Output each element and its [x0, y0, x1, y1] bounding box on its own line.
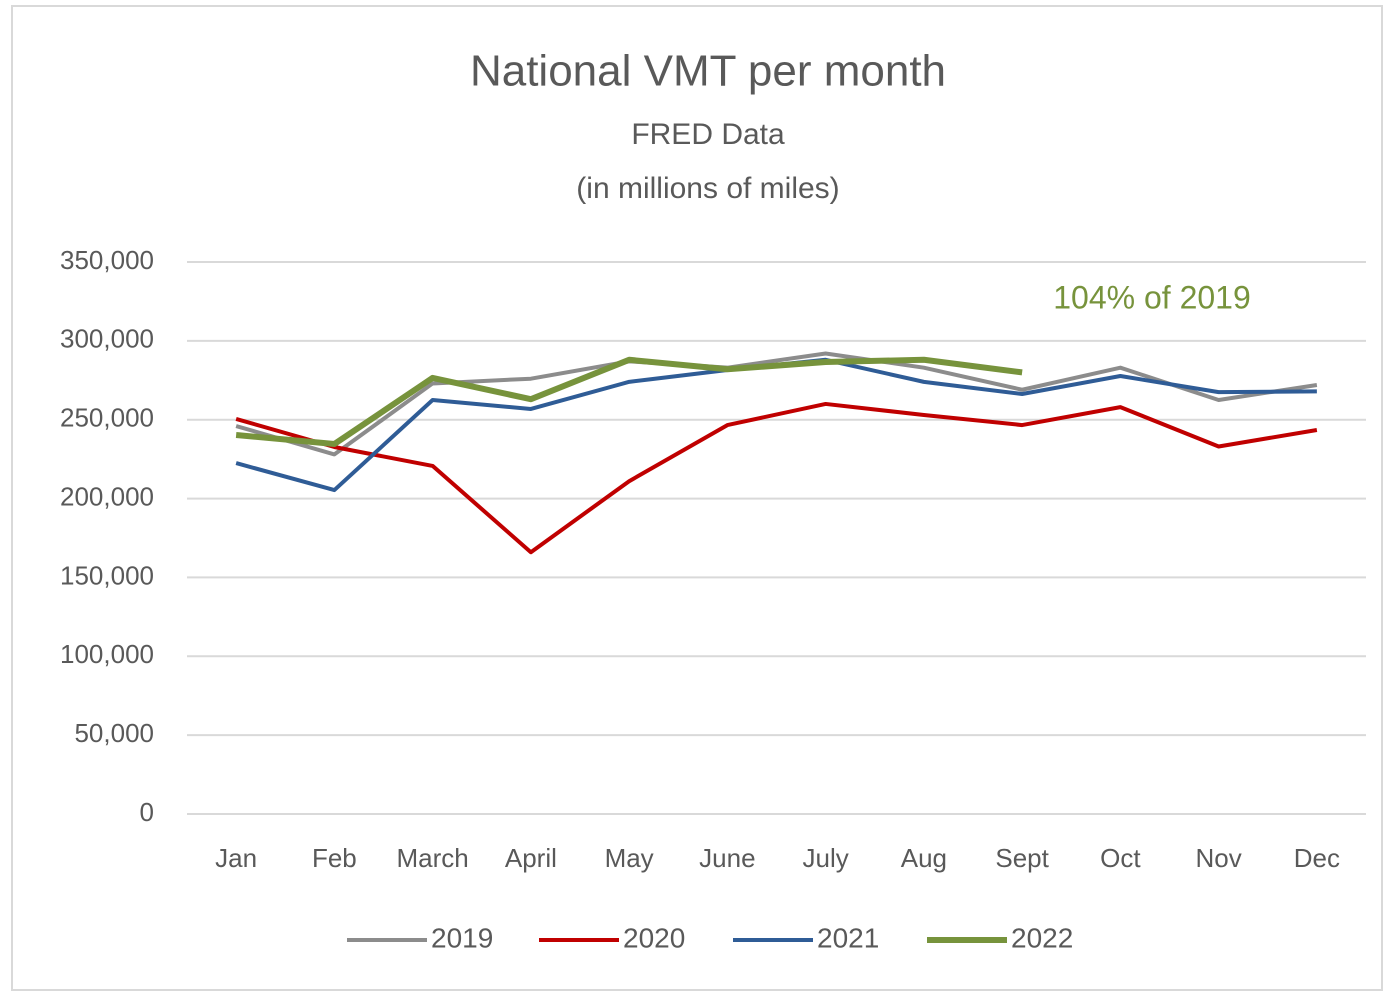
- series-line: [235, 401, 1318, 555]
- x-tick-label: Dec: [1294, 843, 1340, 873]
- y-tick-label: 250,000: [60, 403, 154, 433]
- series-line: [235, 356, 1023, 448]
- y-tick-label: 150,000: [60, 560, 154, 590]
- x-tick-label: Nov: [1196, 843, 1242, 873]
- x-tick-label: April: [505, 843, 557, 873]
- y-tick-label: 50,000: [74, 718, 154, 748]
- x-tick-label: May: [605, 843, 654, 873]
- x-tick-label: Jan: [215, 843, 257, 873]
- annotation: 104% of 2019: [1053, 279, 1251, 315]
- x-tick-label: Aug: [901, 843, 947, 873]
- chart-subtitle: (in millions of miles): [576, 172, 839, 205]
- x-tick-label: Oct: [1100, 843, 1141, 873]
- y-tick-label: 0: [140, 797, 154, 827]
- x-tick-label: Sept: [995, 843, 1049, 873]
- legend-label: 2021: [817, 922, 879, 953]
- legend-label: 2019: [431, 922, 493, 953]
- x-tick-label: June: [699, 843, 755, 873]
- chart-title: National VMT per month: [470, 47, 946, 96]
- chart-subtitle: FRED Data: [631, 118, 785, 151]
- y-tick-label: 100,000: [60, 639, 154, 669]
- x-tick-label: July: [803, 843, 849, 873]
- x-tick-label: March: [397, 843, 469, 873]
- legend-label: 2020: [623, 922, 685, 953]
- chart-border: [11, 5, 1383, 991]
- legend-label: 2022: [1011, 922, 1073, 953]
- y-tick-label: 300,000: [60, 324, 154, 354]
- x-tick-label: Feb: [312, 843, 357, 873]
- y-tick-label: 200,000: [60, 481, 154, 511]
- series-line: [235, 351, 1318, 457]
- y-tick-label: 350,000: [60, 245, 154, 275]
